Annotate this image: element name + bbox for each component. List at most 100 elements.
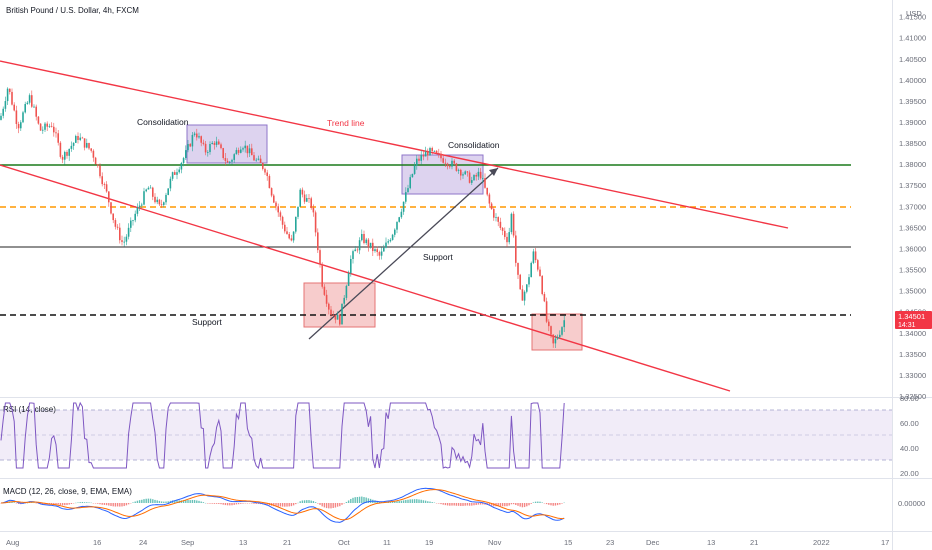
candle-body xyxy=(240,149,242,153)
macd-bar xyxy=(251,503,253,504)
macd-bar xyxy=(220,503,222,505)
candle-body xyxy=(561,327,563,335)
candle-body xyxy=(385,242,387,248)
upper-channel-trend-line[interactable] xyxy=(0,60,789,229)
macd-bar xyxy=(299,501,301,503)
price-tick-label: 1.38000 xyxy=(899,160,926,169)
macd-bar xyxy=(444,503,447,506)
macd-bar xyxy=(482,503,484,505)
candle-body xyxy=(134,213,136,221)
candle-body xyxy=(171,172,174,179)
macd-bar xyxy=(279,503,282,507)
macd-bar xyxy=(323,503,326,508)
candle-body xyxy=(290,238,293,241)
price-tick-label: 1.37500 xyxy=(899,181,926,190)
candle-body xyxy=(482,178,484,179)
macd-bar xyxy=(391,501,394,503)
rsi-tick-label: 20.00 xyxy=(900,469,919,478)
macd-bar xyxy=(266,503,268,505)
candle-body xyxy=(495,217,497,218)
candle-body xyxy=(108,191,110,203)
candle-body xyxy=(493,209,495,218)
candle-body xyxy=(39,123,42,131)
price-tick-label: 1.40000 xyxy=(899,76,926,85)
candle-body xyxy=(323,286,326,295)
macd-bar xyxy=(211,503,213,504)
candle-body xyxy=(317,232,319,251)
candle-body xyxy=(160,204,163,206)
candle-body xyxy=(152,187,154,197)
candle-body xyxy=(209,144,211,153)
macd-bar xyxy=(200,501,202,503)
current-price-tag: 1.34501 14:31 xyxy=(895,311,932,329)
candle-body xyxy=(53,126,55,133)
time-tick-label: 11 xyxy=(383,538,391,547)
rsi-guide-lines xyxy=(0,409,892,461)
macd-bar xyxy=(409,499,411,503)
candle-body xyxy=(44,123,46,130)
macd-bar xyxy=(350,498,352,503)
candle-body xyxy=(130,220,132,228)
macd-bar xyxy=(55,503,57,505)
candle-body xyxy=(200,136,202,143)
macd-bar xyxy=(526,503,528,507)
macd-bar xyxy=(303,500,306,503)
candle-body xyxy=(59,142,62,157)
candle-body xyxy=(356,249,359,251)
candle-body xyxy=(488,194,491,204)
candle-body xyxy=(361,233,363,241)
macd-bar xyxy=(475,503,477,506)
candle-body xyxy=(270,188,273,196)
time-tick-label: 13 xyxy=(707,538,715,547)
macd-bar xyxy=(231,503,233,506)
candle-body xyxy=(299,189,301,207)
candle-body xyxy=(185,150,187,159)
candle-body xyxy=(301,189,304,195)
candle-body xyxy=(191,134,194,147)
macd-bar xyxy=(154,499,156,503)
price-axis[interactable]: 1.41500 1.41000 1.40500 1.40000 1.39500 1.390… xyxy=(899,13,926,401)
macd-bar xyxy=(284,503,286,507)
macd-zero-tick: 0.00000 xyxy=(898,499,925,508)
candle-body xyxy=(343,297,345,304)
candle-body xyxy=(4,101,7,109)
macd-bar xyxy=(545,503,548,505)
time-axis[interactable]: Aug 16 24 Sep 13 21 Oct 11 19 Nov 15 23 Dec 13 21 2022 1… xyxy=(6,538,889,547)
candle-body xyxy=(99,165,101,177)
candle-body xyxy=(552,334,554,344)
candle-body xyxy=(422,155,425,157)
price-tick-label: 1.37000 xyxy=(899,202,926,211)
macd-bar xyxy=(455,503,458,506)
candle-body xyxy=(233,154,235,160)
consolidation-box-1[interactable] xyxy=(186,124,268,164)
candle-body xyxy=(279,212,282,217)
consolidation-label-2: Consolidation xyxy=(448,140,500,150)
candle-body xyxy=(416,158,418,166)
rising-trend-arrow[interactable] xyxy=(308,167,499,340)
macd-bar xyxy=(257,503,260,504)
candle-body xyxy=(204,143,207,153)
macd-bar xyxy=(301,500,304,503)
macd-bar xyxy=(198,500,200,503)
macd-bar xyxy=(438,503,440,504)
candle-body xyxy=(202,142,205,144)
candle-body xyxy=(345,285,348,298)
macd-bar xyxy=(358,496,361,503)
macd-bar xyxy=(464,503,466,506)
macd-bar xyxy=(440,503,442,505)
candle-body xyxy=(479,171,482,179)
candle-body xyxy=(510,213,513,233)
lower-channel-trend-line[interactable] xyxy=(0,164,731,392)
macd-bar xyxy=(341,503,343,505)
candle-body xyxy=(24,104,26,113)
macd-bar xyxy=(68,503,70,505)
candle-body xyxy=(116,226,119,228)
candle-body xyxy=(539,269,541,277)
macd-bar xyxy=(114,503,117,507)
macd-bar xyxy=(222,503,224,505)
time-tick-label: Dec xyxy=(646,538,660,547)
macd-bar xyxy=(312,501,315,503)
time-tick-label: Sep xyxy=(181,538,194,547)
